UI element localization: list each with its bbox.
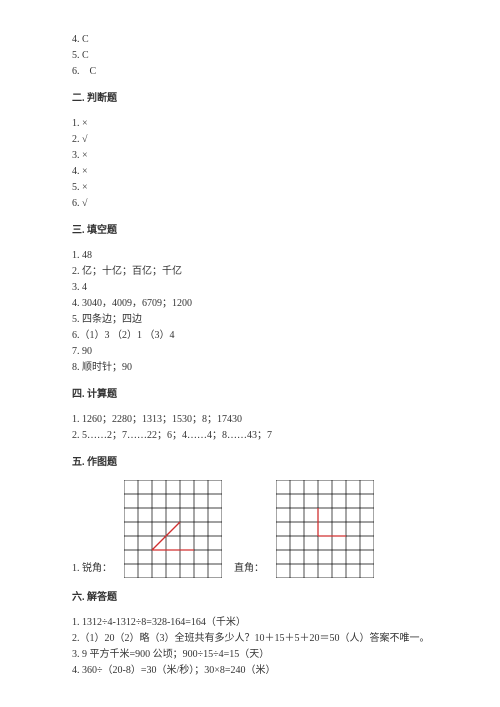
s3-item-0: 1. 48 [72,248,440,263]
grid-figure [124,480,222,578]
s6-item-3: 4. 360÷（20-8）=30（米/秒）；30×8=240（米） [72,663,440,678]
s3-item-2: 3. 4 [72,280,440,295]
s2-item-0: 1. × [72,116,440,131]
acute-label: 1. 锐角： [72,561,112,578]
s2-item-1: 2. √ [72,132,440,147]
s6-item-2: 3. 9 平方千米=900 公顷；900÷15÷4=15（天） [72,647,440,662]
section-4-title: 四. 计算题 [72,387,440,402]
s3-item-1: 2. 亿；十亿；百亿；千亿 [72,264,440,279]
grid-figure [276,480,374,578]
top-answer-2: 6. C [72,64,440,79]
s3-item-4: 5. 四条边；四边 [72,312,440,327]
s3-item-7: 8. 顺时针；90 [72,360,440,375]
s3-item-6: 7. 90 [72,344,440,359]
right-label: 直角： [234,561,264,578]
s4-item-0: 1. 1260；2280；1313；1530；8；17430 [72,412,440,427]
s6-item-0: 1. 1312÷4-1312÷8=328-164=164（千米） [72,615,440,630]
section-3-title: 三. 填空题 [72,223,440,238]
s3-item-3: 4. 3040，4009，6709；1200 [72,296,440,311]
top-answer-0: 4. C [72,32,440,47]
s2-item-2: 3. × [72,148,440,163]
s2-item-4: 5. × [72,180,440,195]
top-answer-1: 5. C [72,48,440,63]
s6-item-1: 2.（1）20（2）略（3）全班共有多少人？10＋15＋5＋20＝50（人）答案… [72,631,440,646]
s2-item-3: 4. × [72,164,440,179]
s3-item-5: 6.（1）3 （2）1 （3）4 [72,328,440,343]
s4-item-1: 2. 5……2；7……22；6；4……4；8……43；7 [72,428,440,443]
section-5-title: 五. 作图题 [72,455,440,470]
s2-item-5: 6. √ [72,196,440,211]
section-6-title: 六. 解答题 [72,590,440,605]
section-2-title: 二. 判断题 [72,91,440,106]
drawing-row: 1. 锐角： 直角： [72,480,440,578]
